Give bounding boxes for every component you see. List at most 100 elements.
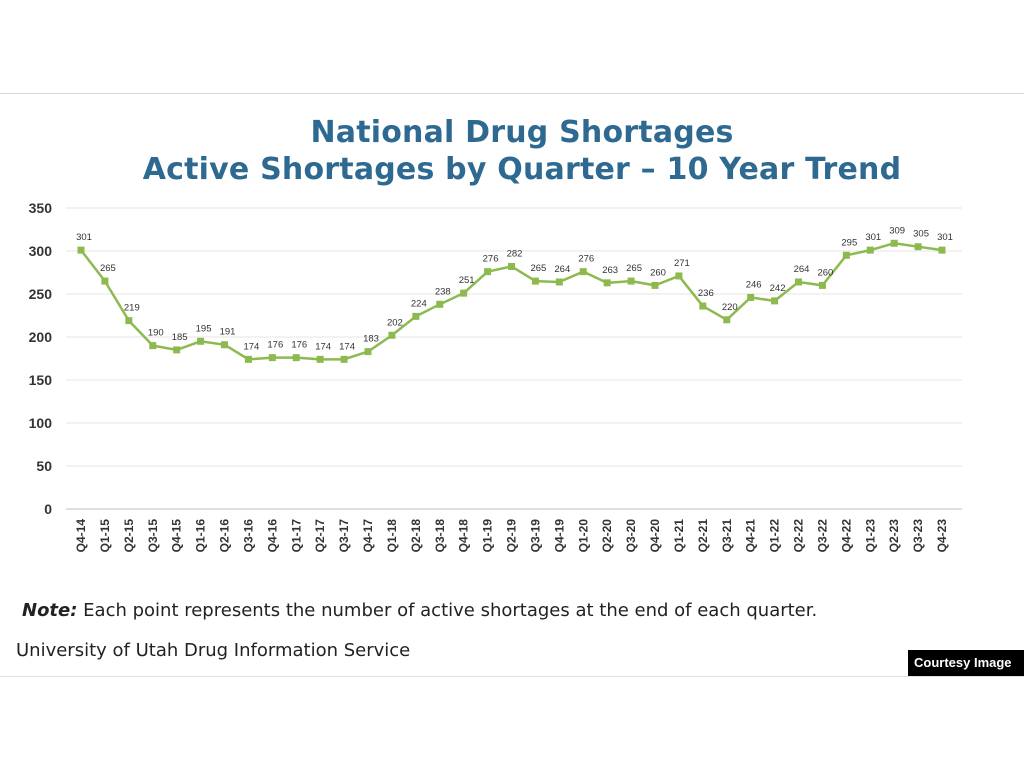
data-point [221, 341, 228, 349]
data-point [173, 346, 181, 354]
line-chart: 0 50 100 150 200 250 300 350 301 Q4-14 265 Q1-15 219… [29, 200, 962, 553]
x-tick-label: Q1-20 [576, 519, 590, 553]
x-tick-label: Q1-21 [672, 519, 686, 553]
data-point [627, 277, 635, 285]
x-tick-label: Q2-18 [409, 519, 423, 553]
x-tick-label: Q2-16 [218, 519, 232, 553]
data-label: 174 [243, 341, 259, 352]
x-tick-label: Q4-14 [74, 519, 88, 553]
data-label: 263 [602, 265, 618, 276]
data-point [651, 281, 659, 289]
data-point [388, 331, 396, 339]
data-label: 220 [722, 302, 738, 313]
data-point [938, 246, 946, 254]
chart-title: National Drug Shortages [310, 115, 734, 150]
x-tick-label: Q3-19 [528, 519, 542, 553]
x-tick-label: Q4-19 [552, 519, 566, 553]
x-tick-label: Q2-21 [696, 519, 710, 553]
data-label: 224 [411, 298, 427, 309]
x-tick-label: Q3-15 [146, 519, 160, 553]
data-point [125, 317, 133, 325]
data-point [364, 348, 372, 356]
x-tick-label: Q2-17 [313, 519, 327, 553]
data-label: 265 [626, 263, 642, 274]
x-tick-label: Q3-18 [433, 519, 447, 553]
y-tick-label: 300 [29, 243, 53, 259]
data-point [244, 355, 252, 363]
x-tick-label: Q3-16 [241, 519, 255, 553]
data-label: 219 [124, 303, 140, 314]
x-tick-label: Q4-23 [935, 519, 949, 553]
data-label: 191 [220, 327, 236, 338]
data-point [460, 289, 468, 297]
x-tick-label: Q4-21 [744, 519, 758, 553]
data-label: 260 [650, 267, 666, 278]
x-tick-label: Q3-23 [911, 519, 925, 553]
x-tick-label: Q1-16 [194, 519, 208, 553]
x-tick-label: Q2-23 [887, 519, 901, 553]
data-label: 264 [554, 264, 570, 275]
data-point [101, 277, 109, 285]
data-point [818, 281, 826, 289]
data-point [412, 312, 420, 320]
note-label: Note: [22, 600, 78, 621]
x-tick-label: Q3-17 [337, 519, 351, 553]
chart-subtitle: Active Shortages by Quarter – 10 Year Tr… [142, 152, 902, 187]
data-point [795, 278, 802, 286]
data-label: 251 [459, 275, 475, 286]
data-label: 242 [770, 283, 786, 294]
data-label: 195 [196, 323, 212, 334]
data-point [842, 251, 850, 259]
note-text: Each point represents the number of acti… [77, 600, 818, 621]
x-tick-label: Q3-22 [815, 519, 829, 553]
data-label: 295 [841, 237, 857, 248]
x-tick-label: Q1-18 [385, 519, 399, 553]
data-label: 305 [913, 229, 929, 240]
data-point [292, 354, 300, 362]
y-tick-label: 0 [44, 501, 52, 517]
data-label: 265 [530, 263, 546, 274]
data-point [914, 243, 922, 251]
x-tick-label: Q4-17 [361, 519, 375, 553]
x-tick-label: Q1-19 [481, 519, 495, 553]
y-tick-label: 350 [29, 200, 53, 216]
courtesy-badge: Courtesy Image [908, 650, 1024, 676]
data-label: 301 [865, 232, 881, 243]
data-point [723, 316, 731, 324]
data-point [531, 277, 539, 285]
chart-note: Note: Each point represents the number o… [22, 600, 817, 621]
data-point [484, 268, 492, 276]
data-label: 301 [937, 232, 953, 243]
data-label: 174 [339, 341, 355, 352]
x-tick-label: Q4-22 [839, 519, 853, 553]
x-tick-label: Q3-21 [720, 519, 734, 553]
data-label: 183 [363, 334, 379, 345]
y-tick-label: 250 [29, 286, 53, 302]
data-point [268, 354, 276, 362]
data-point [771, 297, 779, 305]
data-point [316, 355, 324, 363]
data-label: 190 [148, 328, 164, 339]
x-tick-label: Q4-16 [265, 519, 279, 553]
x-tick-label: Q1-22 [768, 519, 782, 553]
data-point [579, 268, 587, 276]
data-point [149, 342, 157, 350]
x-tick-label: Q4-18 [457, 519, 471, 553]
data-point [197, 337, 205, 345]
data-point [508, 262, 515, 270]
data-label: 301 [76, 232, 92, 243]
y-tick-label: 150 [29, 372, 53, 388]
data-label: 176 [267, 340, 283, 351]
y-tick-label: 100 [29, 415, 53, 431]
y-tick-label: 200 [29, 329, 53, 345]
source-credit: University of Utah Drug Information Serv… [16, 640, 411, 661]
data-label: 185 [172, 332, 188, 343]
data-point [603, 279, 611, 287]
data-label: 174 [315, 341, 331, 352]
data-label: 236 [698, 288, 714, 299]
x-tick-label: Q1-15 [98, 519, 112, 553]
x-tick-label: Q2-15 [122, 519, 136, 553]
data-label: 276 [483, 254, 499, 265]
x-tick-label: Q1-23 [863, 519, 877, 553]
data-point [699, 302, 707, 310]
